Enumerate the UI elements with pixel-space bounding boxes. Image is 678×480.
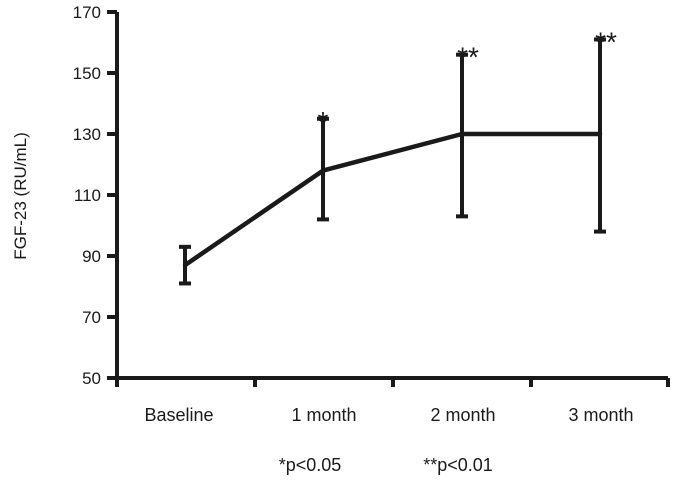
significance-1: * xyxy=(318,106,329,137)
y-tick-label-70: 70 xyxy=(82,308,101,327)
data-point-1 xyxy=(320,168,326,173)
note-p005: *p<0.05 xyxy=(279,455,342,475)
y-tick-label-150: 150 xyxy=(73,64,101,83)
y-tick-label-50: 50 xyxy=(82,369,101,388)
significance-markers: *** ** xyxy=(318,26,617,136)
series-line xyxy=(182,131,603,268)
x-tick-label-3: 3 month xyxy=(568,405,633,425)
y-tick-label-130: 130 xyxy=(73,125,101,144)
x-tick-label-0: Baseline xyxy=(144,405,213,425)
series-polyline xyxy=(183,131,600,268)
x-tick-label-2: 2 month xyxy=(430,405,495,425)
note-p001: **p<0.01 xyxy=(423,455,493,475)
x-ticks: Baseline 1 month 2 month 3 month xyxy=(115,378,670,425)
significance-2: ** xyxy=(457,42,479,73)
y-tick-label-110: 110 xyxy=(74,186,101,205)
data-point-3 xyxy=(597,131,603,137)
data-point-0 xyxy=(182,262,188,268)
x-tick-label-1: 1 month xyxy=(291,405,356,425)
axes xyxy=(115,12,668,380)
error-bars xyxy=(179,37,606,286)
significance-3: ** xyxy=(595,26,617,57)
y-tick-label-90: 90 xyxy=(82,247,101,266)
y-tick-label-170: 170 xyxy=(73,3,101,22)
y-axis-label: FGF-23 (RU/mL) xyxy=(11,132,30,260)
data-point-2 xyxy=(459,131,465,137)
y-ticks: 50 70 90 110 130 150 170 xyxy=(73,3,117,388)
